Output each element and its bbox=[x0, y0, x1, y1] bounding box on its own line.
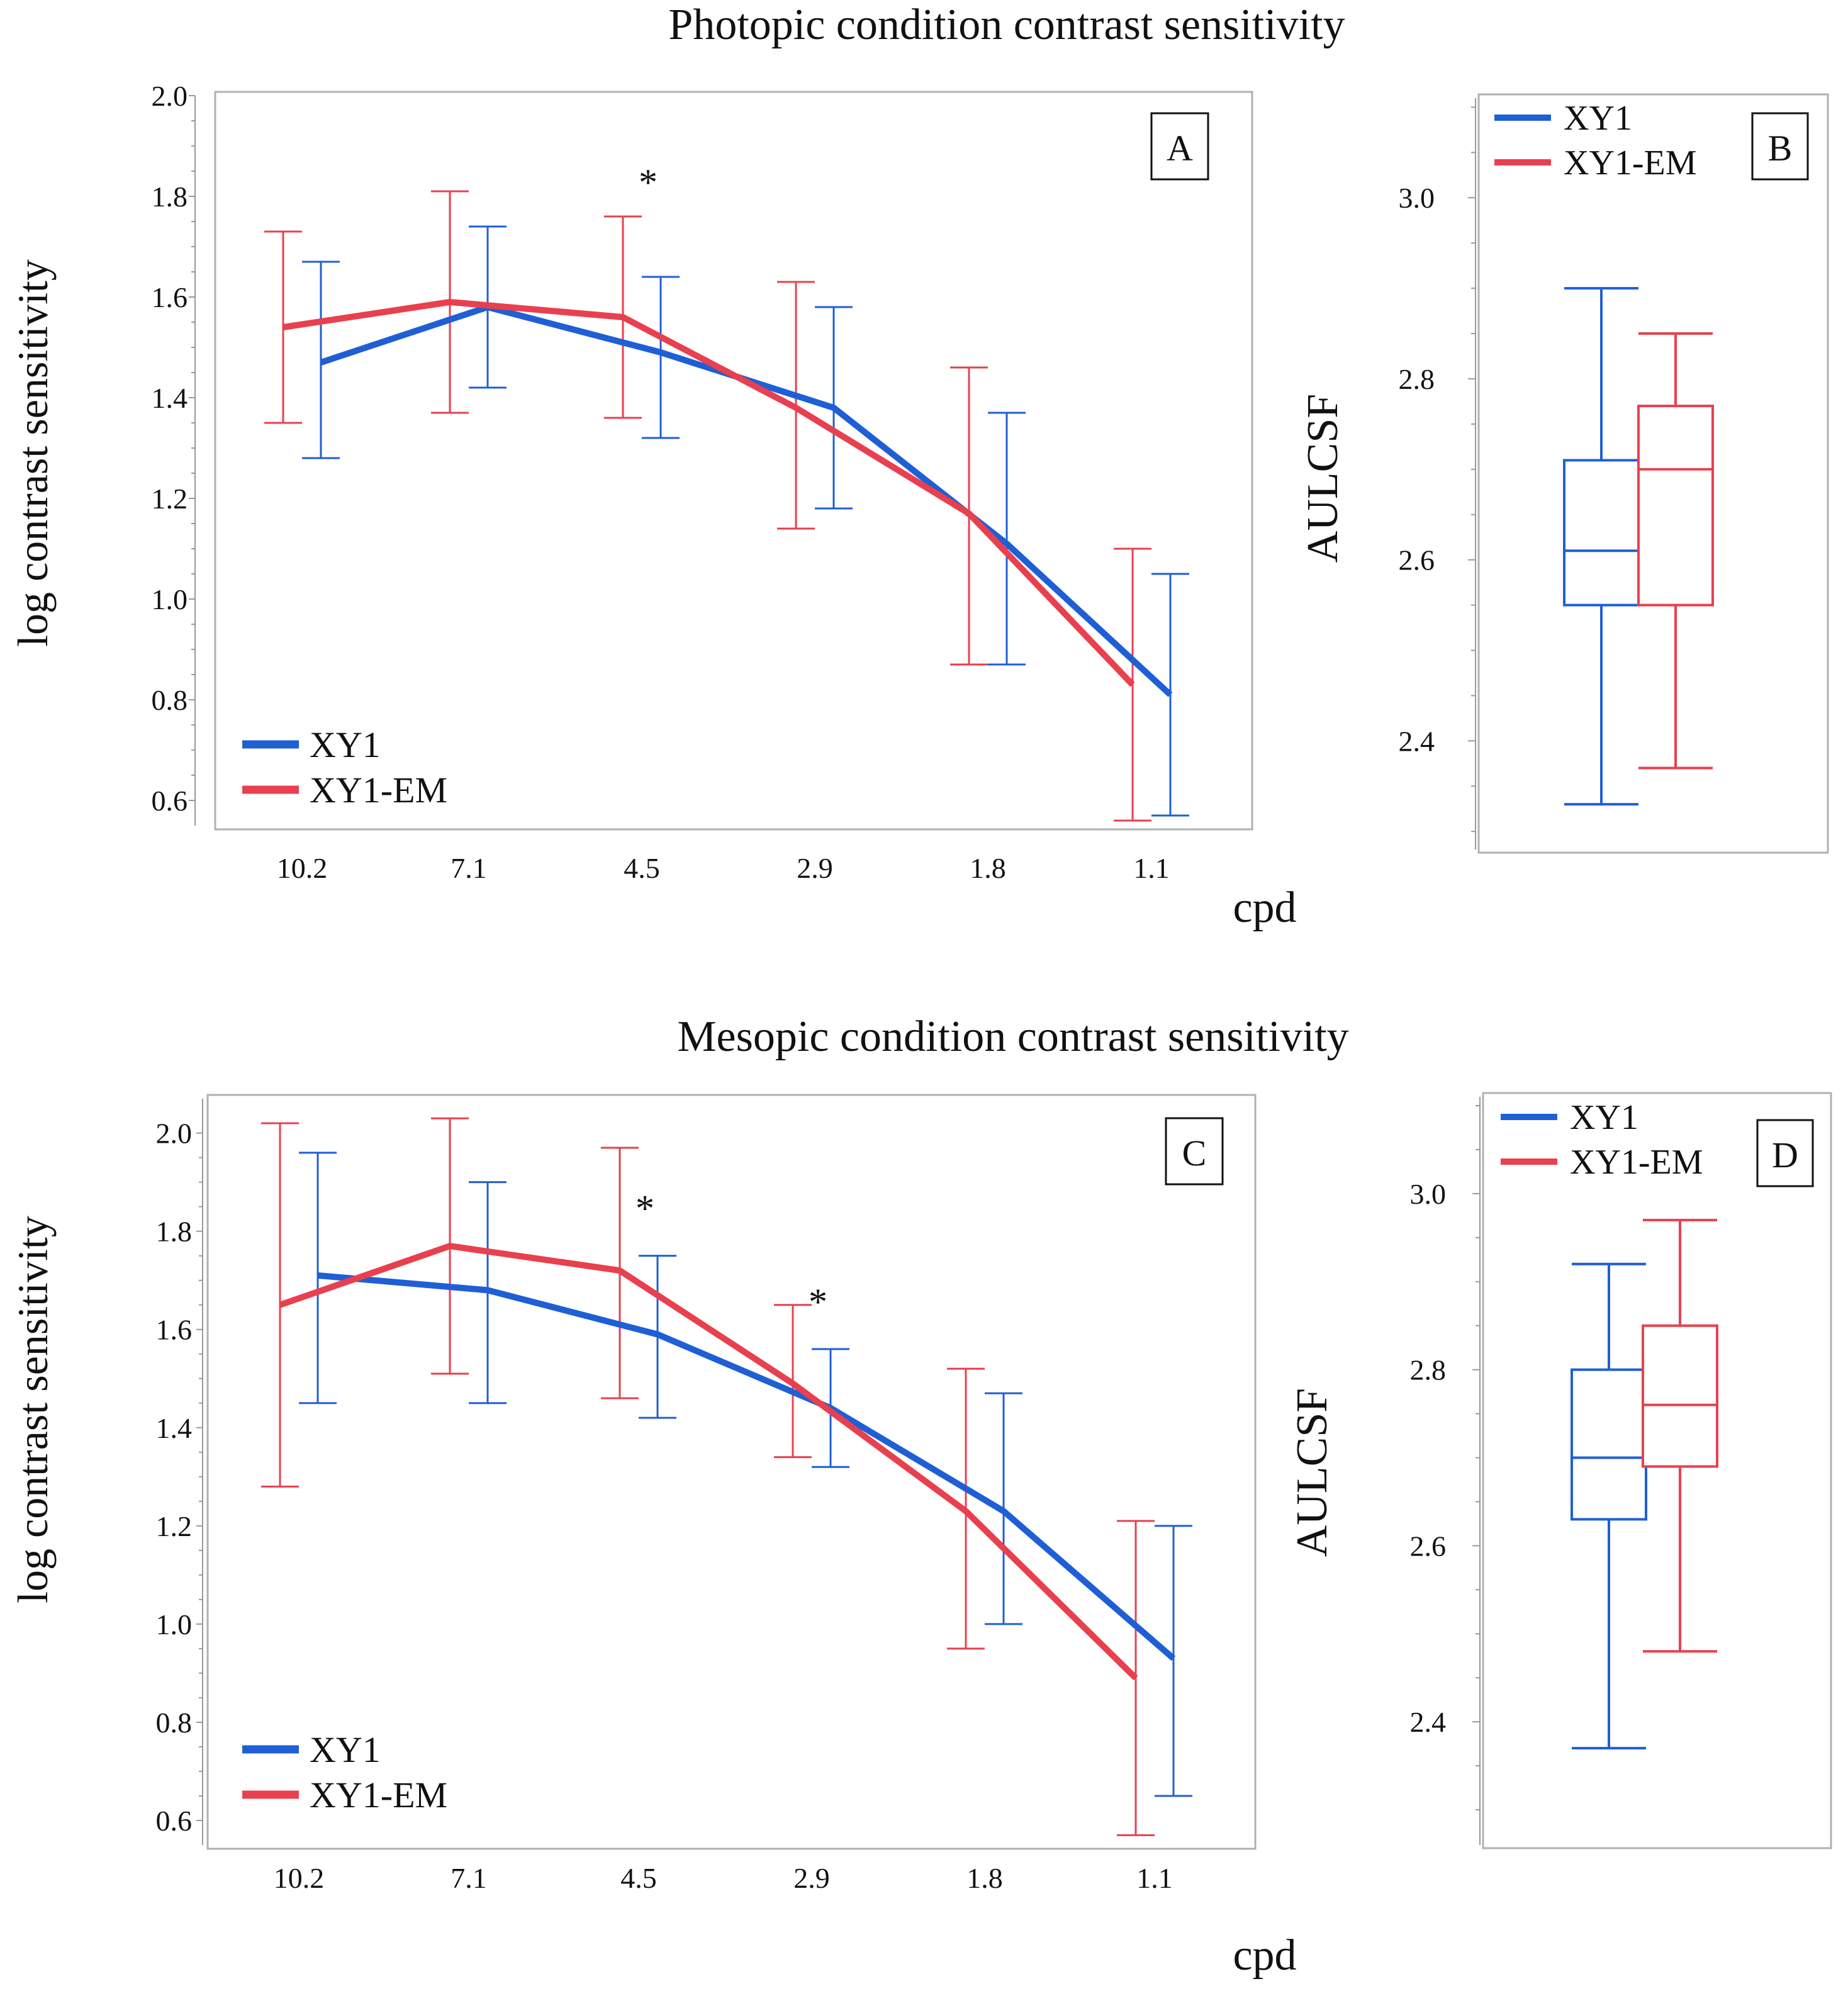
panel-c-xtick-label: 7.1 bbox=[451, 1862, 487, 1894]
panel-c-ytick-label: 0.6 bbox=[156, 1805, 193, 1837]
panel-a: log contrast sensitivity cpd 0.6 0.8 1.0 1.… bbox=[9, 80, 1297, 932]
panel-a-legend: XY1 XY1-EM bbox=[242, 724, 447, 810]
panel-c-significance-star: * bbox=[636, 1188, 654, 1230]
panel-c: log contrast sensitivity cpd 0.6 0.8 1.0 1.… bbox=[9, 1094, 1297, 1980]
panel-c-xtick-label: 4.5 bbox=[620, 1862, 657, 1894]
panel-b-ytick-label: 2.6 bbox=[1399, 544, 1435, 576]
panel-d-ylabel: AULCSF bbox=[1288, 1388, 1336, 1557]
panel-c-ylabel: log contrast sensitivity bbox=[9, 1216, 57, 1603]
panel-d-ytick-label: 2.6 bbox=[1410, 1530, 1447, 1562]
title-photopic: Photopic condition contrast sensitivity bbox=[668, 1, 1345, 49]
panel-a-line-xy1em bbox=[283, 299, 1135, 687]
panel-c-ytick-label: 1.2 bbox=[156, 1510, 193, 1542]
panel-c-xlabel: cpd bbox=[1233, 1931, 1296, 1980]
panel-b-legend: XY1 XY1-EM bbox=[1494, 99, 1697, 182]
panel-a-line-xy1 bbox=[320, 304, 1173, 697]
panel-a-ytick-label: 0.8 bbox=[152, 684, 188, 716]
panel-d-letter: D bbox=[1772, 1135, 1798, 1175]
panel-a-ytick-label: 1.0 bbox=[152, 583, 188, 615]
panel-b-ytick-label: 2.8 bbox=[1399, 363, 1435, 395]
panel-c-xtick-label: 1.8 bbox=[966, 1862, 1003, 1894]
panel-a-legend-xy1em: XY1-EM bbox=[310, 770, 447, 810]
panel-a-xtick-label: 1.8 bbox=[970, 852, 1006, 884]
panel-a-legend-xy1: XY1 bbox=[310, 724, 381, 765]
panel-a-plot: 0.6 0.8 1.0 1.2 1.4 1.6 1.8 2.0 10.2 7.1 4.5 2.9 1.8… bbox=[152, 80, 1189, 884]
panel-c-ytick-label: 1.4 bbox=[156, 1412, 193, 1444]
panel-c-ytick-label: 1.0 bbox=[156, 1608, 193, 1640]
title-mesopic: Mesopic condition contrast sensitivity bbox=[677, 1012, 1348, 1061]
panel-a-ytick-label: 1.8 bbox=[152, 181, 188, 213]
panel-c-line-xy1 bbox=[317, 1272, 1176, 1661]
panel-a-ylabel: log contrast sensitivity bbox=[9, 259, 57, 647]
panel-b-ylabel: AULCSF bbox=[1299, 394, 1347, 563]
panel-c-ytick-label: 1.6 bbox=[156, 1314, 193, 1346]
panel-a-significance-star: * bbox=[639, 162, 658, 203]
panel-c-significance-star: * bbox=[809, 1281, 827, 1323]
panel-d-plot: 2.4 2.6 2.8 3.0 bbox=[1410, 1097, 1718, 1845]
panel-c-xtick-label: 1.1 bbox=[1136, 1862, 1173, 1894]
panel-c-letter-box bbox=[1165, 1117, 1224, 1186]
panel-d-box-xy1 bbox=[1571, 1368, 1647, 1521]
panel-d-legend: XY1 XY1-EM bbox=[1501, 1098, 1703, 1182]
panel-c-plot: 0.6 0.8 1.0 1.2 1.4 1.6 1.8 2.0 10.2 7.1 4.5 2.9 1.8… bbox=[156, 1099, 1192, 1894]
panel-c-ytick-label: 1.8 bbox=[156, 1216, 193, 1248]
panel-b-letter: B bbox=[1768, 128, 1793, 169]
panel-c-ytick-label: 0.8 bbox=[156, 1707, 193, 1739]
panel-a-xtick-label: 1.1 bbox=[1133, 852, 1170, 884]
panel-a-letter: A bbox=[1167, 128, 1193, 169]
panel-c-ytick-label: 2.0 bbox=[156, 1118, 193, 1150]
panel-b-frame bbox=[1477, 93, 1829, 854]
panel-d-letter-box bbox=[1756, 1119, 1814, 1187]
panel-d-frame bbox=[1482, 1092, 1832, 1849]
panel-c-xtick-label: 2.9 bbox=[793, 1862, 830, 1894]
panel-b: AULCSF 2.4 2.6 2.8 3.0 B XY1 XY1-EM bbox=[1299, 93, 1829, 854]
panel-d-ytick-label: 2.4 bbox=[1410, 1706, 1447, 1738]
panel-d: AULCSF 2.4 2.6 2.8 3.0 D XY1 XY1-EM bbox=[1288, 1092, 1832, 1849]
panel-a-xtick-label: 10.2 bbox=[277, 852, 328, 884]
panel-b-plot: 2.4 2.6 2.8 3.0 bbox=[1399, 98, 1714, 850]
panel-a-letter-box bbox=[1150, 112, 1209, 181]
panel-d-ytick-label: 3.0 bbox=[1410, 1178, 1447, 1210]
panel-c-legend-xy1: XY1 bbox=[310, 1729, 381, 1770]
panel-a-xtick-label: 7.1 bbox=[451, 852, 487, 884]
panel-d-ytick-label: 2.8 bbox=[1410, 1354, 1447, 1386]
panel-c-frame bbox=[206, 1094, 1257, 1850]
panel-c-legend: XY1 XY1-EM bbox=[242, 1729, 447, 1815]
panel-a-xlabel: cpd bbox=[1233, 883, 1296, 932]
panel-d-legend-xy1: XY1 bbox=[1570, 1098, 1638, 1137]
panel-b-legend-xy1: XY1 bbox=[1564, 99, 1632, 138]
panel-b-box-xy1em bbox=[1637, 405, 1714, 607]
panel-a-ytick-label: 1.6 bbox=[152, 281, 188, 313]
panel-a-xtick-label: 2.9 bbox=[797, 852, 833, 884]
panel-a-ytick-label: 2.0 bbox=[152, 80, 188, 112]
panel-d-box-xy1em bbox=[1642, 1324, 1718, 1468]
panel-b-ytick-label: 2.4 bbox=[1399, 725, 1435, 757]
panel-a-ytick-label: 1.2 bbox=[152, 483, 188, 515]
panel-c-letter: C bbox=[1182, 1133, 1207, 1174]
panel-b-letter-box bbox=[1751, 112, 1809, 181]
panel-d-legend-xy1em: XY1-EM bbox=[1570, 1143, 1703, 1182]
panel-c-legend-xy1em: XY1-EM bbox=[310, 1775, 447, 1815]
panel-a-frame bbox=[214, 91, 1253, 831]
panel-a-ytick-label: 1.4 bbox=[152, 382, 188, 414]
panel-b-box-xy1 bbox=[1563, 459, 1640, 607]
panel-b-legend-xy1em: XY1-EM bbox=[1564, 143, 1697, 182]
panel-c-xtick-label: 10.2 bbox=[274, 1862, 325, 1894]
panel-c-line-xy1em bbox=[279, 1243, 1138, 1681]
panel-a-xtick-label: 4.5 bbox=[624, 852, 660, 884]
panel-a-ytick-label: 0.6 bbox=[152, 785, 188, 817]
panel-b-ytick-label: 3.0 bbox=[1399, 182, 1435, 214]
